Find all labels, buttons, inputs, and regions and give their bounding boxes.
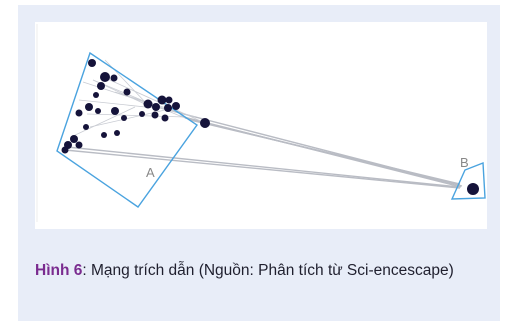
- node: [151, 111, 159, 119]
- cluster-b-label: B: [460, 155, 469, 170]
- citation-network-graph: A B: [36, 24, 486, 222]
- edge: [66, 146, 460, 188]
- node: [172, 102, 180, 110]
- node: [200, 118, 210, 128]
- node: [110, 74, 118, 82]
- node: [97, 82, 105, 90]
- node: [164, 104, 172, 112]
- node: [152, 103, 160, 111]
- node: [161, 114, 169, 122]
- edge: [204, 122, 463, 187]
- node: [100, 72, 110, 82]
- node: [70, 135, 78, 143]
- cluster-a-outline: [56, 51, 198, 208]
- figure-panel: A B Hình 6: Mạng trích dẫn (Nguồn: Phân …: [18, 5, 500, 321]
- node: [121, 115, 127, 121]
- node: [75, 109, 83, 117]
- node: [111, 107, 119, 115]
- node: [85, 103, 93, 111]
- node: [88, 59, 96, 67]
- node: [75, 141, 83, 149]
- figure-caption: Hình 6: Mạng trích dẫn (Nguồn: Phân tích…: [35, 259, 487, 282]
- node: [157, 95, 167, 105]
- cluster-a-nodes: [61, 59, 210, 154]
- citation-edges: [64, 103, 463, 189]
- edge: [144, 103, 460, 186]
- node: [95, 108, 101, 114]
- internal-edges: [70, 59, 206, 138]
- node: [123, 88, 131, 96]
- node: [101, 132, 107, 138]
- node: [143, 99, 153, 109]
- citation-network-figure: A B: [35, 22, 487, 229]
- edge: [64, 149, 461, 189]
- node: [139, 111, 145, 117]
- node: [114, 130, 120, 136]
- node: [83, 124, 89, 130]
- node: [93, 92, 99, 98]
- caption-text: Mạng trích dẫn (Nguồn: Phân tích từ Sci-…: [91, 262, 454, 279]
- cluster-b-node: [467, 183, 479, 195]
- node: [165, 96, 173, 104]
- caption-separator: :: [82, 262, 91, 279]
- cluster-b-outline: [450, 161, 486, 200]
- node: [61, 146, 69, 154]
- figure-label: Hình 6: [35, 262, 83, 279]
- cluster-a-label: A: [146, 165, 155, 180]
